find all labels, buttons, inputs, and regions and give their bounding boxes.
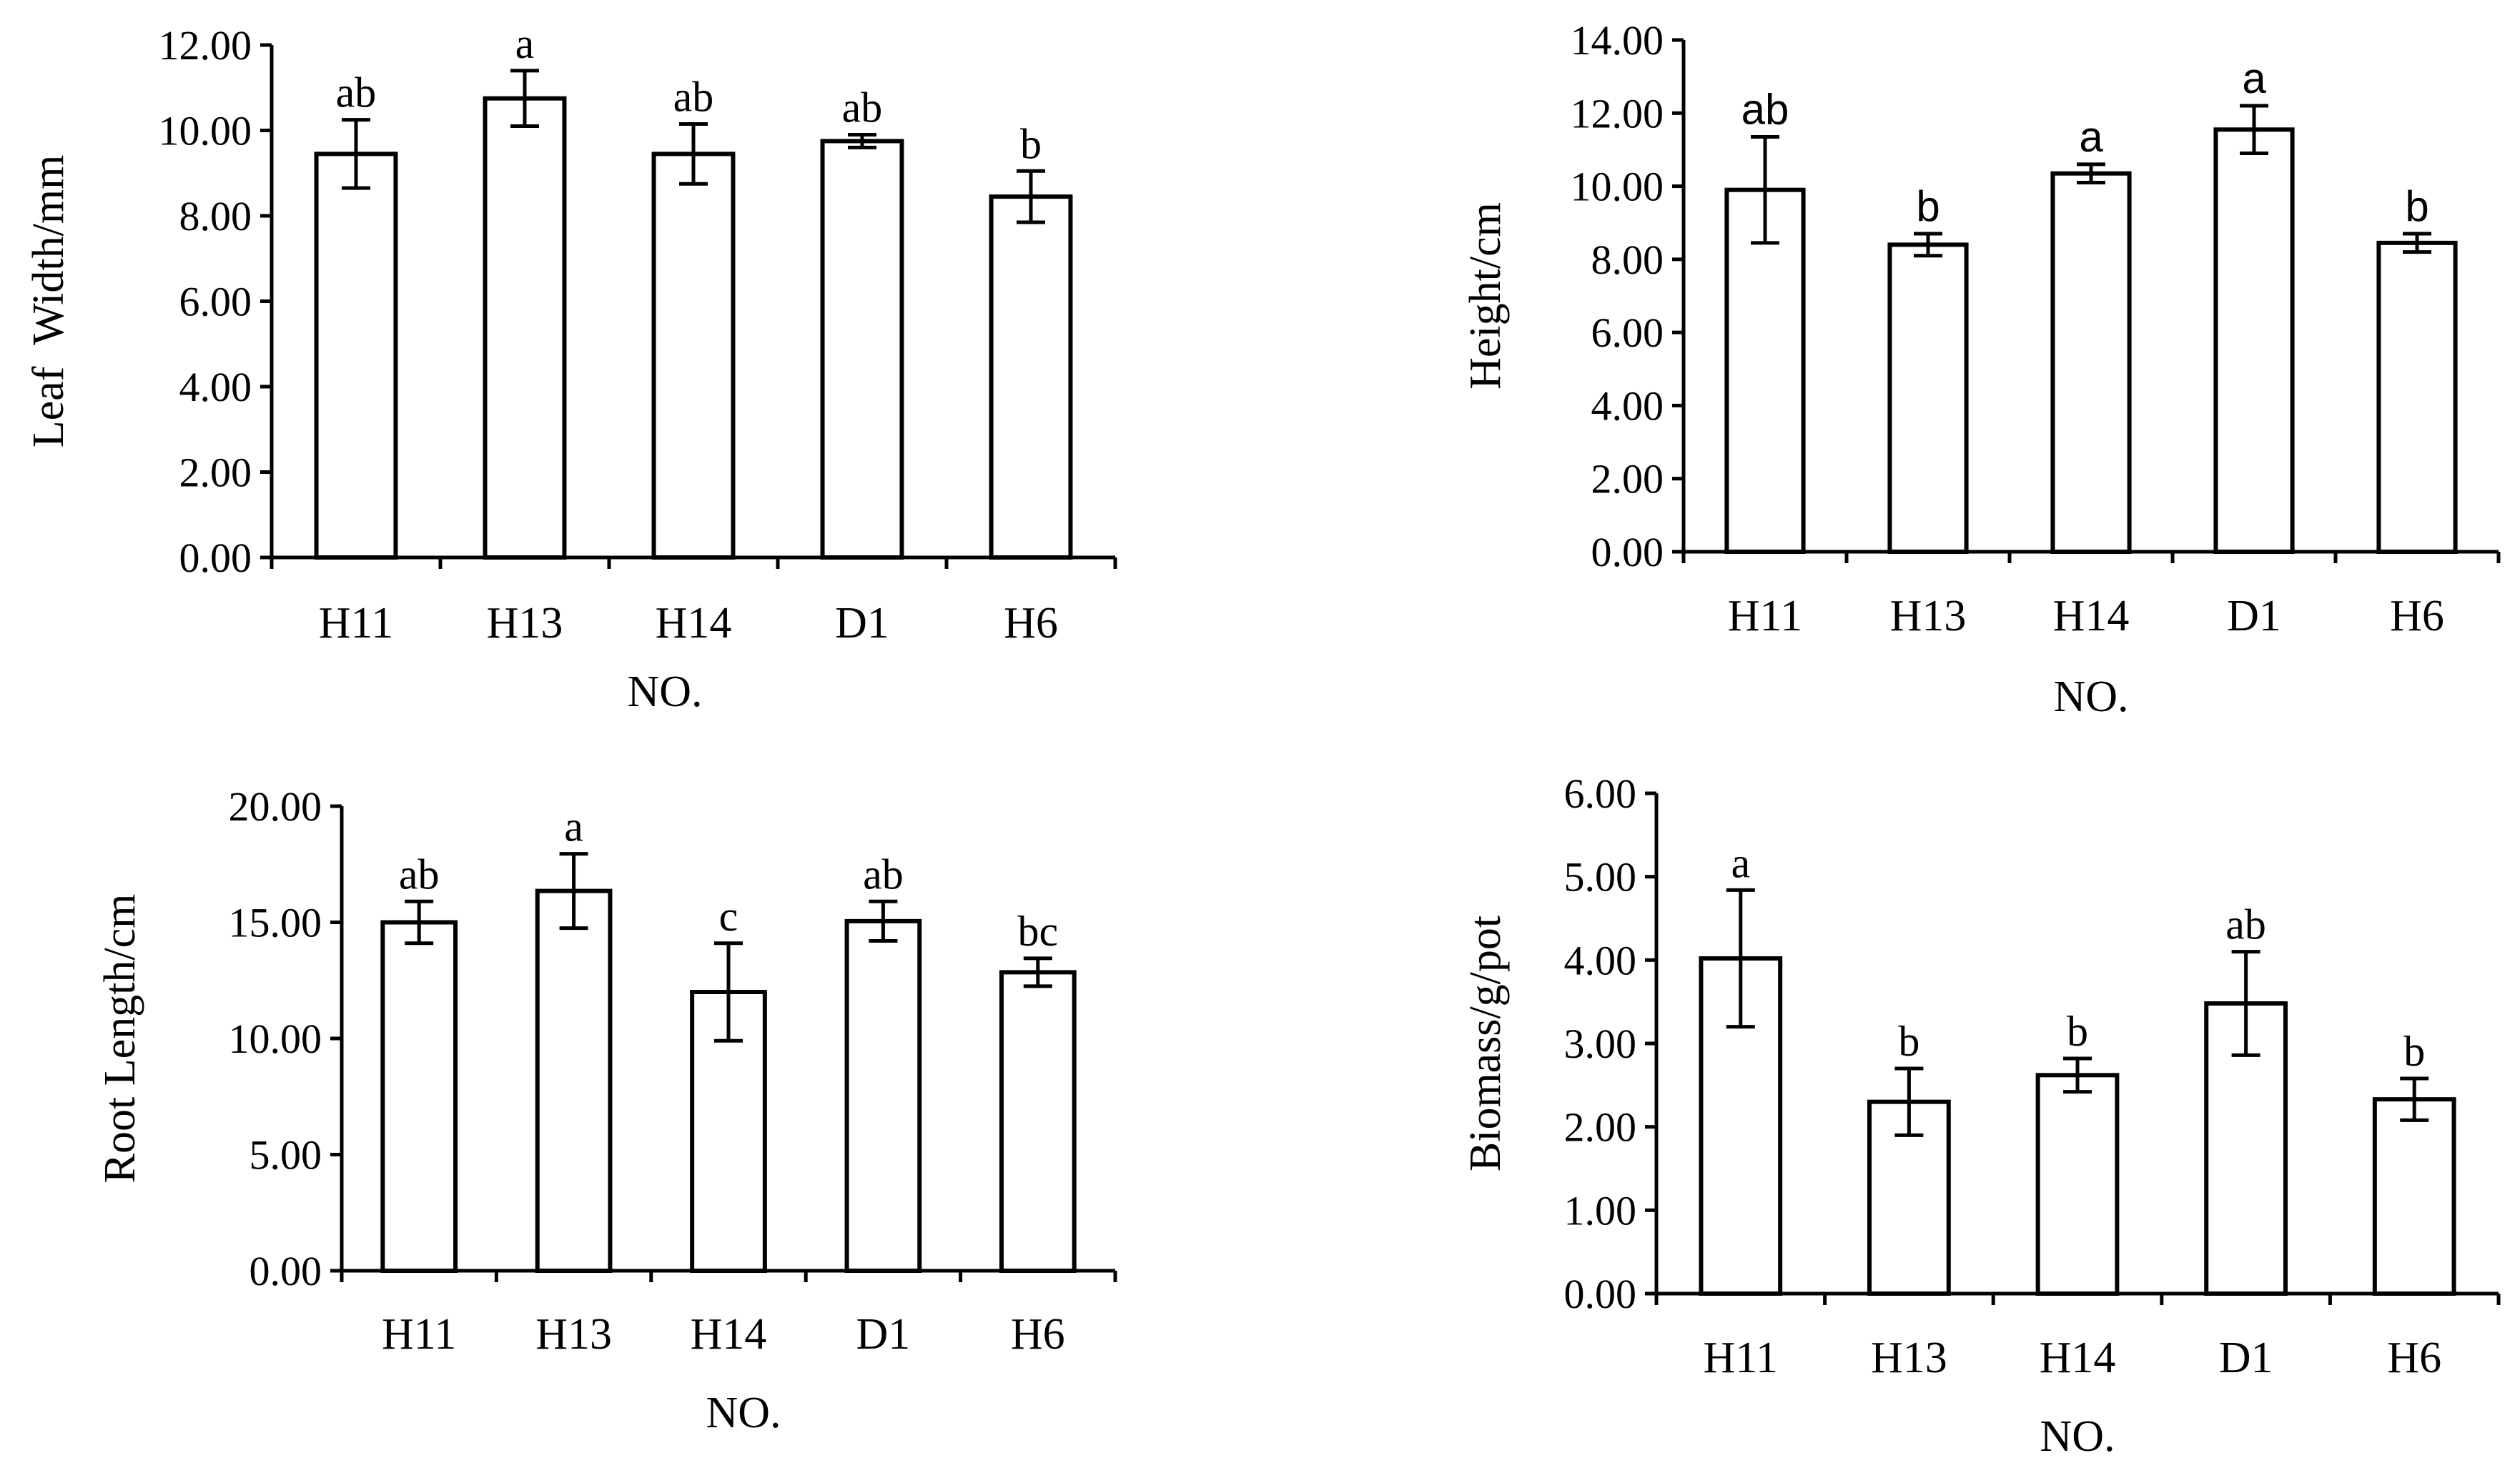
x-tick-label: D1 <box>2219 1334 2273 1382</box>
significance-label: ab <box>336 69 377 116</box>
bar-H6 <box>989 194 1073 560</box>
y-tick-label: 10.00 <box>1571 164 1664 210</box>
y-tick-label: 4.00 <box>1591 382 1664 429</box>
chart-root-length: 0.00 5.00 10.00 15.00 20.00 ab H11 a H13 c H14 ab D1… <box>96 783 1117 1437</box>
bar-H14 <box>2035 1073 2120 1296</box>
y-tick-label: 3.00 <box>1564 1021 1637 1067</box>
x-tick-label: H11 <box>319 599 393 648</box>
x-tick-label: H14 <box>691 1310 767 1359</box>
x-tick-label: H6 <box>2390 592 2444 640</box>
x-tick-label: H14 <box>656 599 732 648</box>
x-axis-title: NO. <box>2040 1412 2115 1461</box>
significance-label: c <box>719 893 738 940</box>
y-tick-label: 15.00 <box>229 900 322 946</box>
bar-H11 <box>1724 187 1806 554</box>
chart-height: 0.002.004.006.008.0010.0012.0014.00abH11… <box>1461 17 2501 721</box>
y-tick-label: 4.00 <box>179 364 252 410</box>
x-axis-title: NO. <box>627 668 702 716</box>
x-axis-title: NO. <box>2053 673 2128 721</box>
y-tick-label: 14.00 <box>1571 17 1664 64</box>
y-tick-label: 2.00 <box>1564 1104 1637 1151</box>
significance-label: a <box>515 20 535 67</box>
y-tick-label: 4.00 <box>1564 937 1637 983</box>
y-tick-label: 6.00 <box>179 279 252 325</box>
bar-H6 <box>2372 1097 2456 1296</box>
y-tick-label: 2.00 <box>1591 456 1664 502</box>
bar-H6 <box>999 970 1077 1273</box>
bar-H14 <box>2050 171 2132 554</box>
bar-H13 <box>535 888 613 1273</box>
x-tick-label: H6 <box>1011 1310 1065 1359</box>
y-axis-title: Root Length/cm <box>96 894 144 1184</box>
significance-label: ab <box>1741 86 1789 134</box>
x-tick-label: H14 <box>2040 1334 2116 1382</box>
y-axis-title: Height/cm <box>1461 202 1510 390</box>
significance-label: b <box>2403 1028 2425 1075</box>
y-axis-title: Biomass/g/pot <box>1461 916 1510 1171</box>
y-tick-label: 2.00 <box>179 450 252 496</box>
y-tick-label: 0.00 <box>1564 1271 1637 1317</box>
bar-H14 <box>651 152 736 560</box>
significance-label: a <box>2079 113 2103 161</box>
x-tick-label: D1 <box>835 599 889 648</box>
y-axis-title: Leaf Width/mm <box>24 155 73 448</box>
bar-D1 <box>2213 127 2295 555</box>
significance-label: b <box>1898 1018 1919 1065</box>
significance-label: b <box>1020 120 1042 167</box>
y-tick-label: 12.00 <box>159 22 252 69</box>
chart-biomass: 0.00 1.00 2.00 3.00 4.00 5.00 6.00 a H11 b H13 b H14… <box>1461 770 2501 1461</box>
bar-D1 <box>820 139 904 560</box>
x-tick-label: H13 <box>535 1310 612 1359</box>
significance-label: ab <box>673 74 714 121</box>
x-axis-title: NO. <box>706 1389 781 1437</box>
y-tick-label: 20.00 <box>229 783 322 830</box>
y-tick-label: 0.00 <box>179 535 252 581</box>
bar-D1 <box>844 918 922 1273</box>
x-tick-label: H11 <box>1704 1334 1778 1382</box>
x-tick-label: H14 <box>2053 592 2130 640</box>
x-tick-label: D1 <box>2227 592 2281 640</box>
x-tick-label: H13 <box>1871 1334 1947 1382</box>
significance-label: b <box>2067 1008 2088 1055</box>
bar-H13 <box>1887 242 1969 554</box>
significance-label: a <box>1731 839 1750 886</box>
y-tick-label: 5.00 <box>249 1132 322 1179</box>
y-tick-label: 1.00 <box>1564 1187 1637 1234</box>
bar-H11 <box>380 920 458 1273</box>
y-tick-label: 0.00 <box>1591 529 1664 575</box>
x-tick-label: H6 <box>2387 1334 2441 1382</box>
significance-label: a <box>564 803 583 850</box>
y-tick-label: 10.00 <box>159 108 252 154</box>
x-tick-label: H13 <box>1890 592 1967 640</box>
significance-label: bc <box>1017 908 1058 955</box>
y-tick-label: 5.00 <box>1564 854 1637 901</box>
significance-label: b <box>2405 182 2428 230</box>
x-tick-label: H11 <box>382 1310 456 1359</box>
bar-H11 <box>314 152 398 560</box>
y-tick-label: 0.00 <box>249 1248 322 1294</box>
x-tick-label: H11 <box>1728 592 1802 640</box>
significance-label: b <box>1916 182 1940 230</box>
chart-leaf-width: 0.00 2.00 4.00 6.00 8.00 10.00 12.00 ab H11 a H13 a… <box>24 20 1117 716</box>
y-tick-label: 6.00 <box>1591 309 1664 356</box>
bar-H13 <box>483 96 567 560</box>
x-tick-label: D1 <box>856 1310 911 1359</box>
bar-H6 <box>2376 240 2458 554</box>
significance-label: ab <box>399 850 440 898</box>
y-tick-label: 12.00 <box>1571 90 1664 137</box>
x-tick-label: H6 <box>1004 599 1058 648</box>
significance-label: ab <box>863 850 904 898</box>
y-tick-label: 10.00 <box>229 1016 322 1062</box>
significance-label: a <box>2242 54 2266 102</box>
significance-label: ab <box>2225 901 2266 948</box>
y-tick-label: 8.00 <box>179 193 252 239</box>
y-tick-label: 8.00 <box>1591 237 1664 283</box>
y-tick-label: 6.00 <box>1564 770 1637 817</box>
significance-label: ab <box>842 84 883 131</box>
x-tick-label: H13 <box>487 599 563 648</box>
